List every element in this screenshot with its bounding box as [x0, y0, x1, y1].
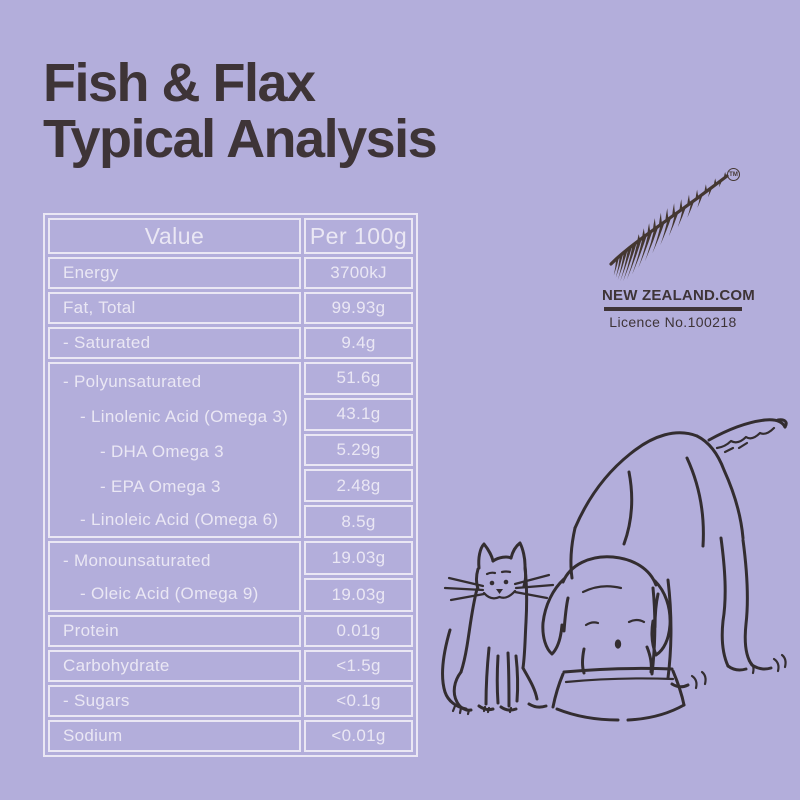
row-value: 19.03g	[304, 578, 413, 612]
table-row: Sodium <0.01g	[48, 720, 413, 752]
table-row: 5.29g	[48, 433, 413, 467]
row-label: - Monounsaturated	[63, 550, 211, 570]
title-line-1: Fish & Flax	[43, 53, 316, 113]
fernmark-underline	[604, 307, 742, 311]
row-label: Sodium	[48, 720, 301, 752]
table-row: Energy 3700kJ	[48, 257, 413, 289]
table-row: 8.5g	[48, 505, 413, 538]
row-label: - Sugars	[48, 685, 301, 717]
cat-dog-illustration	[441, 418, 788, 722]
row-label: - Polyunsaturated	[63, 371, 202, 391]
fernmark-brand-text: NEW ZEALAND.COM	[602, 287, 755, 304]
row-label: - Linoleic Acid (Omega 6)	[80, 510, 279, 529]
table-row: 19.03g	[48, 578, 413, 612]
table-header-row: Value Per 100g	[48, 218, 413, 254]
row-label: - Linolenic Acid (Omega 3)	[80, 406, 289, 426]
row-label: - DHA Omega 3	[100, 441, 224, 461]
row-value: 0.01g	[304, 615, 413, 647]
page-title: Fish & Flax Typical Analysis	[43, 53, 438, 169]
dog-drawing	[541, 418, 788, 690]
row-value: 9.4g	[304, 327, 413, 359]
row-value: <0.1g	[304, 685, 413, 717]
row-value: 99.93g	[304, 292, 413, 324]
table-row-group-monounsaturated: - Monounsaturated - Oleic Acid (Omega 9)…	[48, 541, 413, 612]
row-value: 3700kJ	[304, 257, 413, 289]
table-row: - Sugars <0.1g	[48, 685, 413, 717]
row-label: Carbohydrate	[48, 650, 301, 682]
group-label-cell: - Monounsaturated - Oleic Acid (Omega 9)	[48, 541, 301, 612]
trademark-icon: TM	[727, 168, 740, 181]
table-row: 43.1g	[48, 397, 413, 431]
row-value: 19.03g	[304, 541, 413, 575]
row-value: 8.5g	[304, 505, 413, 538]
row-label: Energy	[48, 257, 301, 289]
food-bowl-drawing	[551, 666, 686, 722]
column-header-per-100g: Per 100g	[304, 218, 413, 254]
row-value: <1.5g	[304, 650, 413, 682]
fernmark-licence-number: Licence No.100218	[609, 313, 737, 330]
row-label: - Saturated	[48, 327, 301, 359]
table-row: 2.48g	[48, 469, 413, 503]
row-value: 2.48g	[304, 469, 413, 503]
group-label-cell: - Polyunsaturated - Linolenic Acid (Omeg…	[48, 362, 301, 538]
title-line-2: Typical Analysis	[43, 109, 438, 169]
row-value: <0.01g	[304, 720, 413, 752]
table-row: Fat, Total 99.93g	[48, 292, 413, 324]
row-value: 51.6g	[304, 362, 413, 395]
row-value: 5.29g	[304, 433, 413, 467]
row-label: Protein	[48, 615, 301, 647]
table-row: Carbohydrate <1.5g	[48, 650, 413, 682]
row-label: - Oleic Acid (Omega 9)	[80, 584, 259, 603]
column-header-value: Value	[48, 218, 301, 254]
table-row-group-polyunsaturated: - Polyunsaturated - Linolenic Acid (Omeg…	[48, 362, 413, 538]
row-label: Fat, Total	[48, 292, 301, 324]
table-row: - Saturated 9.4g	[48, 327, 413, 359]
cat-drawing	[441, 541, 555, 716]
fern-icon	[602, 170, 744, 286]
row-value: 43.1g	[304, 397, 413, 431]
fernmark-block: NEW ZEALAND.COM Licence No.100218	[602, 170, 755, 330]
typical-analysis-table: Value Per 100g Energy 3700kJ Fat, Total …	[43, 213, 418, 757]
table-row: Protein 0.01g	[48, 615, 413, 647]
row-label: - EPA Omega 3	[100, 476, 221, 496]
